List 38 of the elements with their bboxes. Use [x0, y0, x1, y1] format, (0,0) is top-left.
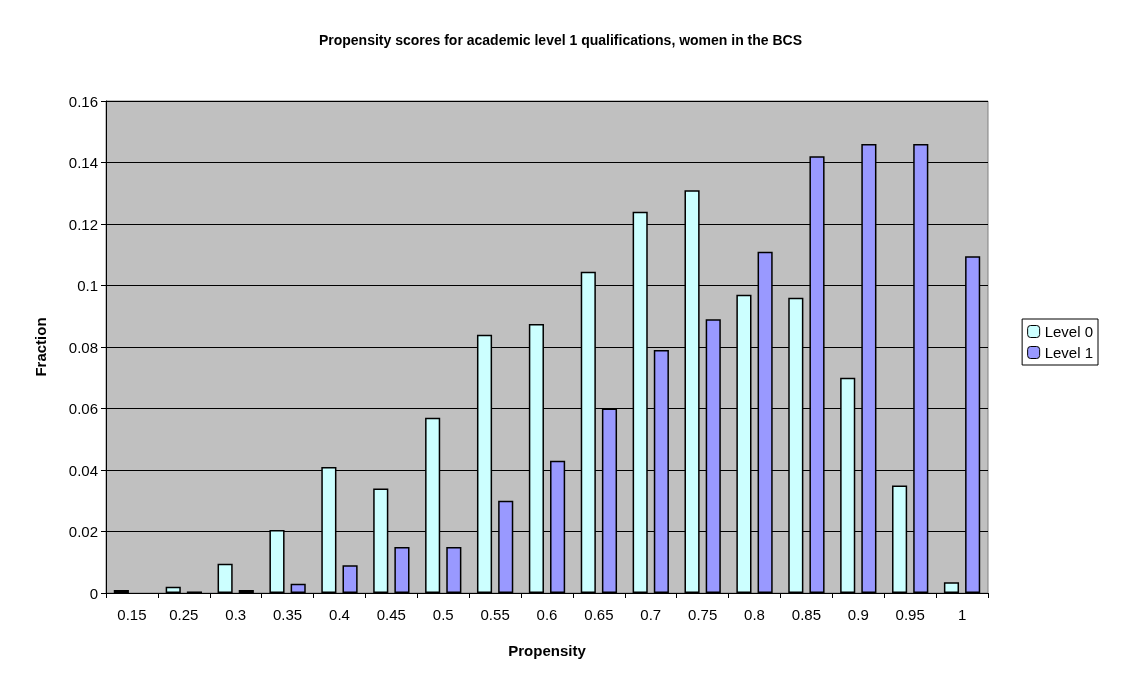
y-tick-label: 0.16 — [68, 92, 98, 110]
x-tick-label: 0.3 — [225, 606, 247, 623]
x-tick-label: 0.65 — [584, 606, 614, 623]
legend-label: Level 0 — [1044, 323, 1094, 340]
x-tick-label: 0.45 — [376, 606, 406, 623]
y-tick-label: 0 — [89, 584, 98, 602]
x-axis-title: Propensity — [508, 642, 587, 659]
x-tick-label: 0.85 — [791, 606, 822, 623]
x-tick-label: 0.55 — [480, 606, 510, 623]
x-tick-label: 0.15 — [117, 606, 147, 623]
legend-label: Level 1 — [1044, 344, 1094, 361]
chart-title: Propensity scores for academic level 1 qualifications, women in the BCS — [318, 32, 803, 48]
y-axis-title: Fraction — [32, 317, 49, 377]
y-tick-label: 0.06 — [68, 400, 98, 417]
bar — [342, 565, 358, 593]
x-tick-label: 0.8 — [744, 606, 765, 623]
bar — [446, 546, 462, 593]
x-tick-label: 0.4 — [329, 606, 350, 623]
y-tick-label: 0.12 — [68, 215, 98, 233]
y-tick-label: 0.08 — [68, 338, 98, 356]
bar — [943, 582, 960, 593]
x-tick-label: 0.6 — [536, 606, 558, 623]
x-tick-label: 0.25 — [169, 606, 199, 623]
x-tick-label: 0.95 — [895, 606, 925, 623]
y-tick-label: 0.14 — [68, 154, 98, 171]
bar — [165, 586, 181, 593]
x-tick-label: 0.75 — [688, 606, 718, 623]
x-tick-label: 0.5 — [432, 606, 454, 623]
bar — [394, 546, 410, 593]
x-tick-label: 0.35 — [272, 606, 303, 623]
bar — [217, 563, 233, 593]
x-tick-label: 1 — [957, 606, 967, 623]
y-tick-label: 0.02 — [68, 523, 98, 540]
y-tick-label: 0.1 — [77, 277, 98, 294]
x-tick-label: 0.7 — [640, 606, 662, 623]
bar — [290, 583, 306, 593]
y-tick-label: 0.04 — [68, 461, 98, 479]
x-tick-label: 0.9 — [847, 606, 869, 623]
